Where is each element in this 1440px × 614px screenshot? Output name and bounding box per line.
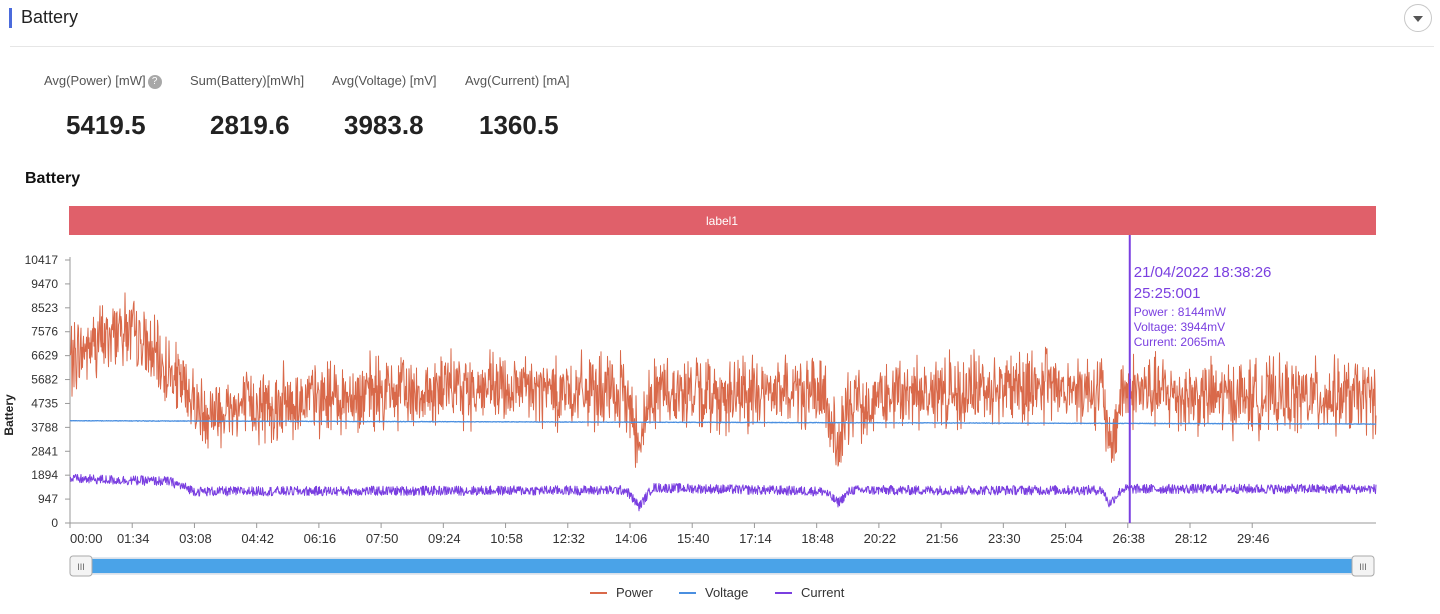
x-tick-label: 26:38 (1113, 531, 1146, 546)
chart-title: Battery (25, 170, 81, 187)
x-tick-label: 09:24 (428, 531, 461, 546)
series-power-line (69, 292, 1377, 468)
zoom-slider-start-handle[interactable]: III (69, 555, 93, 577)
slider-handle-body (69, 555, 93, 577)
stat-label: Avg(Voltage) [mV] (332, 73, 437, 88)
x-tick-label: 29:46 (1237, 531, 1270, 546)
section-accent-bar (9, 8, 12, 28)
battery-chart: label1 0 947 1894 2841 3788 4735 5682 6629 7576 85… (2, 206, 1377, 600)
stat-value: 5419.5 (66, 110, 146, 140)
x-tick-label: 14:06 (615, 531, 648, 546)
legend-label: Voltage (705, 585, 748, 600)
stat-avg-power: Avg(Power) [mW]? 5419.5 (44, 72, 162, 140)
help-icon[interactable]: ? (147, 75, 162, 89)
y-tick-label: 9470 (31, 277, 58, 291)
stat-avg-current: Avg(Current) [mA] 1360.5 (465, 72, 570, 140)
x-tick-label: 10:58 (490, 531, 523, 546)
tooltip-value: Voltage: 3944mV (1134, 320, 1225, 334)
x-tick-label: 23:30 (988, 531, 1021, 546)
legend-label: Power (616, 585, 654, 600)
section-header: Battery (0, 0, 1440, 46)
y-tick-label: 6629 (31, 349, 58, 363)
x-tick-label: 18:48 (801, 531, 834, 546)
stat-value: 3983.8 (344, 110, 424, 140)
tooltip-value: Current: 2065mA (1134, 335, 1225, 349)
y-tick-label: 8523 (31, 301, 58, 315)
x-tick-label: 07:50 (366, 531, 399, 546)
y-tick-label: 10417 (25, 253, 59, 267)
stat-label: Avg(Current) [mA] (465, 73, 570, 88)
stat-sum-battery: Sum(Battery)[mWh] 2819.6 (190, 72, 305, 140)
y-axis-title: Battery (2, 394, 16, 436)
y-tick-label: 2841 (31, 444, 58, 458)
y-tick-label: 947 (38, 492, 58, 506)
stat-value: 1360.5 (479, 110, 559, 140)
legend-label: Current (801, 585, 845, 600)
x-tick-label: 25:04 (1050, 531, 1083, 546)
header-divider (10, 46, 1434, 47)
y-tick-label: 5682 (31, 373, 58, 387)
chevron-down-icon (1413, 16, 1423, 22)
collapse-toggle-button[interactable] (1404, 4, 1432, 32)
stat-label: Sum(Battery)[mWh] (190, 73, 305, 88)
x-tick-label: 15:40 (677, 531, 710, 546)
x-tick-label: 17:14 (739, 531, 772, 546)
x-tick-label: 03:08 (179, 531, 212, 546)
x-tick-label: 04:42 (241, 531, 274, 546)
label-band-text: label1 (706, 214, 738, 228)
x-tick-label: 28:12 (1175, 531, 1208, 546)
x-tick-label: 01:34 (117, 531, 150, 546)
tooltip-value: Power : 8144mW (1134, 305, 1227, 319)
x-tick-label: 20:22 (864, 531, 897, 546)
legend-item-voltage[interactable]: Voltage (679, 585, 748, 600)
legend-item-power[interactable]: Power (590, 585, 654, 600)
stat-label: Avg(Power) [mW] (44, 73, 146, 88)
drag-grip-icon: III (77, 562, 85, 572)
slider-handle-body (1351, 555, 1375, 577)
tooltip-date: 21/04/2022 18:38:26 (1134, 264, 1272, 281)
y-tick-label: 4735 (31, 396, 58, 410)
label-band (69, 206, 1376, 235)
series-current-line (69, 473, 1377, 512)
y-tick-label: 0 (51, 516, 58, 530)
zoom-slider-end-handle[interactable]: III (1351, 555, 1375, 577)
y-tick-label: 3788 (31, 420, 58, 434)
tooltip-elapsed: 25:25:001 (1134, 285, 1201, 302)
x-tick-label: 12:32 (553, 531, 586, 546)
x-tick-label: 21:56 (926, 531, 959, 546)
drag-grip-icon: III (1359, 562, 1367, 572)
legend-item-current[interactable]: Current (775, 585, 845, 600)
stat-avg-voltage: Avg(Voltage) [mV] 3983.8 (332, 72, 437, 140)
series-voltage-line (69, 419, 1377, 425)
stat-value: 2819.6 (210, 110, 290, 140)
y-tick-label: 7576 (31, 325, 58, 339)
x-tick-label: 06:16 (304, 531, 337, 546)
zoom-slider-range[interactable] (70, 559, 1374, 573)
y-tick-label: 1894 (31, 468, 58, 482)
section-title: Battery (21, 7, 79, 27)
x-tick-label: 00:00 (70, 531, 103, 546)
